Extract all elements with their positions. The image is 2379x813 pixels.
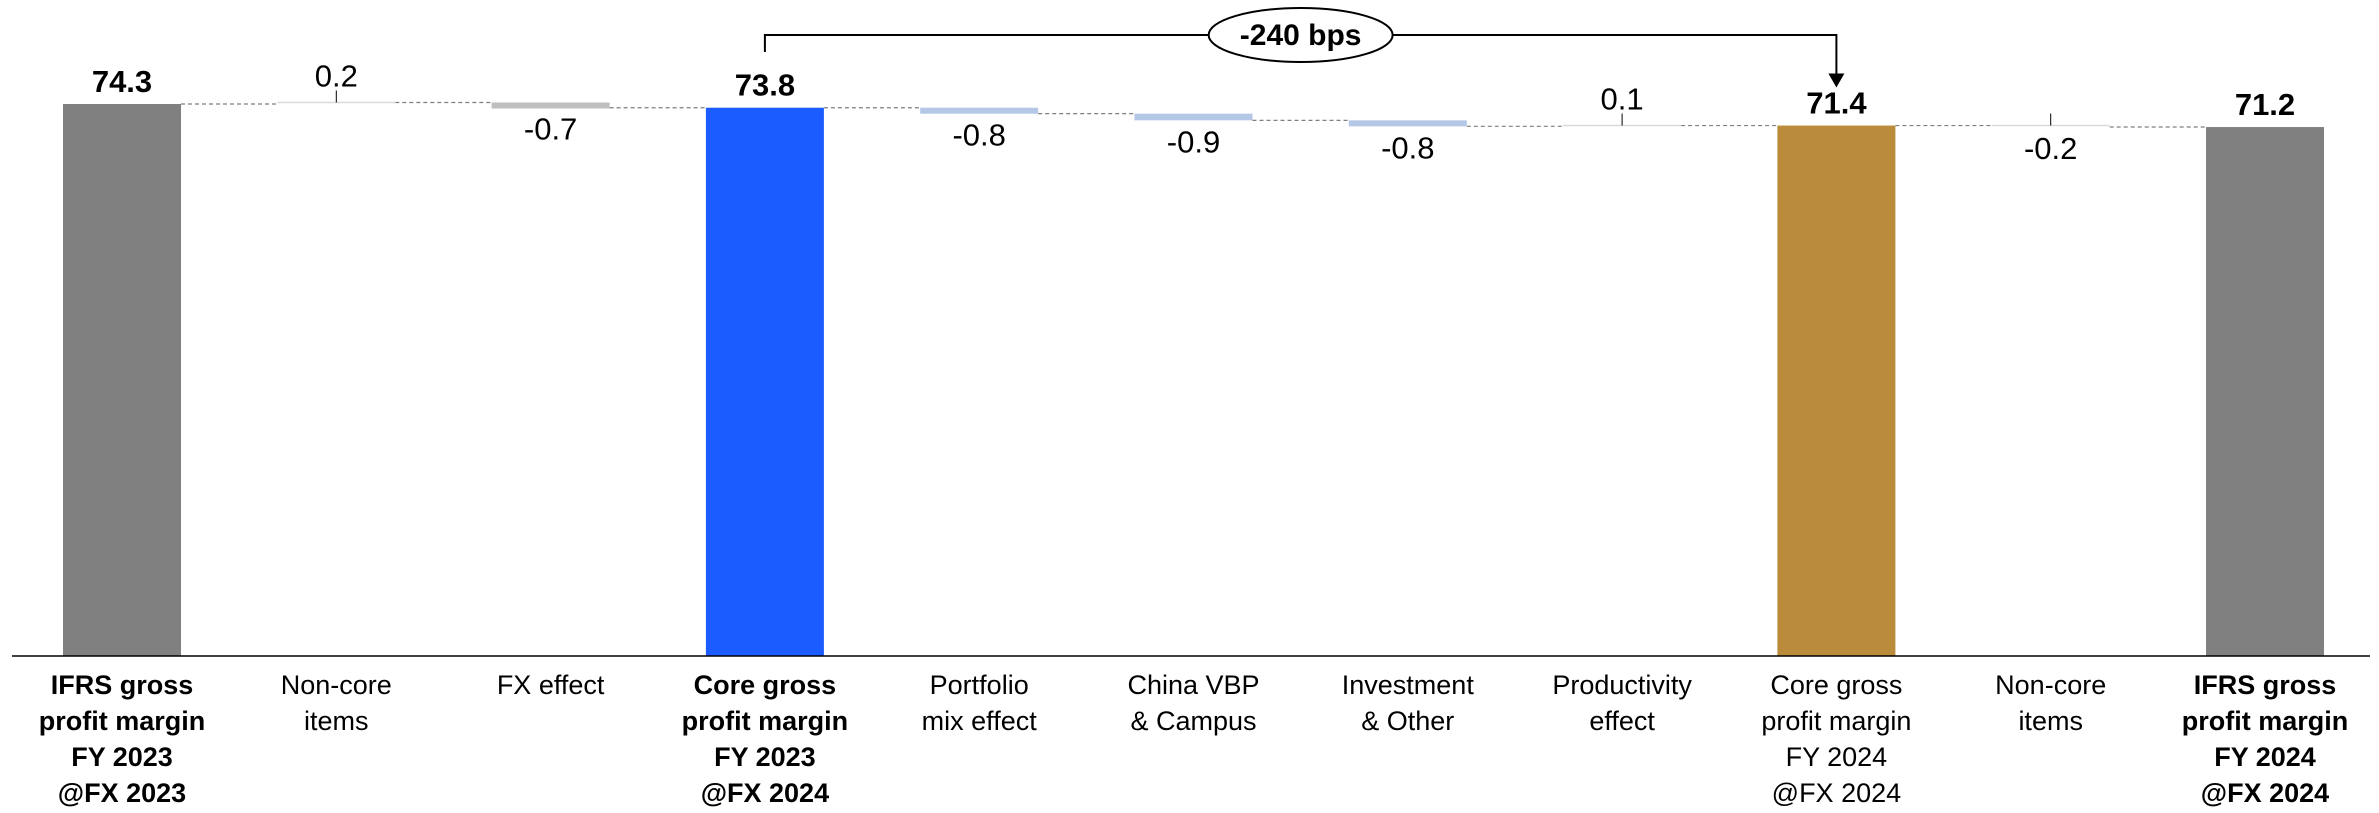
annotation-ellipse <box>1207 7 1394 63</box>
category-label: IFRS gross profit margin FY 2023 @FX 2023 <box>39 670 206 808</box>
category-label-line: profit margin <box>39 706 206 736</box>
bar <box>1348 120 1467 127</box>
bar <box>2206 127 2324 657</box>
category-label-line: & Campus <box>1130 706 1256 736</box>
category-label-line: Investment <box>1342 670 1475 700</box>
data-label: 74.3 <box>92 64 152 99</box>
bar <box>277 102 396 109</box>
category-label: China VBP & Campus <box>1127 670 1259 736</box>
data-label: -0.2 <box>2024 131 2077 166</box>
bar <box>1777 125 1896 656</box>
category-label-line: items <box>2018 706 2083 736</box>
category-label: Investment & Other <box>1342 670 1475 736</box>
category-label-line: IFRS gross <box>51 670 194 700</box>
bar <box>491 102 610 109</box>
category-label: Core gross profit margin FY 2023 @FX 2024 <box>682 670 849 808</box>
category-label-line: Non-core <box>281 670 392 700</box>
data-label: -0.7 <box>524 112 577 147</box>
category-label-line: & Other <box>1361 706 1454 736</box>
category-label-line: profit margin <box>682 706 849 736</box>
category-label-line: FY 2024 <box>2214 742 2316 772</box>
bar <box>63 104 181 656</box>
category-label-line: profit margin <box>1761 706 1911 736</box>
category-label: FX effect <box>497 670 605 700</box>
category-label-line: Portfolio <box>930 670 1029 700</box>
category-label-line: FY 2024 <box>1786 742 1888 772</box>
category-label-line: @FX 2024 <box>1772 778 1901 808</box>
category-label-line: @FX 2024 <box>701 778 829 808</box>
bar <box>1134 113 1253 121</box>
category-label-line: mix effect <box>922 706 1038 736</box>
annotation-label: -240 bps <box>1240 19 1362 52</box>
bar <box>1563 125 1682 132</box>
category-label-line: FX effect <box>497 670 605 700</box>
category-label: Non-core items <box>1995 670 2106 736</box>
category-label-line: Core gross <box>1770 670 1902 700</box>
category-label-line: China VBP <box>1127 670 1259 700</box>
category-label-line: IFRS gross <box>2194 670 2337 700</box>
category-label-line: FY 2023 <box>714 742 816 772</box>
data-label: 73.8 <box>735 68 795 103</box>
category-label: Portfolio mix effect <box>922 670 1038 736</box>
category-label-line: Core gross <box>694 670 837 700</box>
data-label: 71.4 <box>1806 86 1867 121</box>
data-label: -0.8 <box>952 118 1005 153</box>
data-label: -0.8 <box>1381 130 1434 165</box>
category-label-line: profit margin <box>2182 706 2349 736</box>
bracket-arrowhead <box>1828 73 1845 88</box>
bar <box>1991 125 2110 132</box>
data-label: 0.1 <box>1601 82 1644 117</box>
category-label: Productivity effect <box>1552 670 1692 736</box>
category-label-line: @FX 2023 <box>58 778 186 808</box>
category-label: Non-core items <box>281 670 392 736</box>
category-label-line: Productivity <box>1552 670 1692 700</box>
data-label: 0.2 <box>315 59 358 94</box>
category-label-line: items <box>304 706 369 736</box>
category-label-line: Non-core <box>1995 670 2106 700</box>
data-label: 71.2 <box>2235 87 2295 122</box>
category-label-line: effect <box>1589 706 1655 736</box>
category-label-line: FY 2023 <box>71 742 173 772</box>
data-label: -0.9 <box>1167 124 1220 159</box>
bar <box>920 107 1039 114</box>
bar <box>705 107 824 657</box>
category-label: Core gross profit margin FY 2024 @FX 2024 <box>1761 670 1911 808</box>
category-label-line: @FX 2024 <box>2201 778 2329 808</box>
category-label: IFRS gross profit margin FY 2024 @FX 2024 <box>2182 670 2349 808</box>
